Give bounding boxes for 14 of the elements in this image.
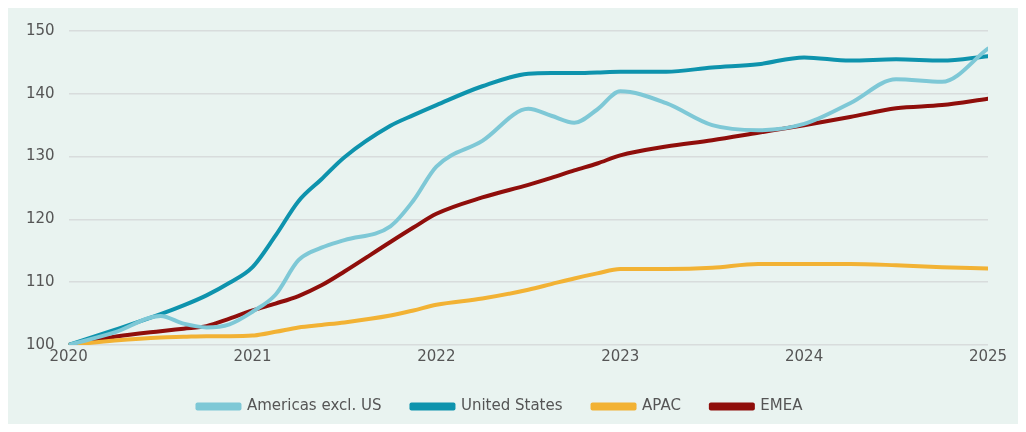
- legend-label: United States: [460, 396, 563, 415]
- x-tick-label: 2022: [417, 346, 456, 365]
- y-tick-label: 130: [25, 146, 55, 165]
- x-tick-label: 2021: [233, 346, 272, 365]
- y-tick-label: 110: [25, 272, 55, 291]
- legend-label: EMEA: [760, 396, 804, 415]
- legend-label: Americas excl. US: [246, 396, 382, 415]
- y-tick-label: 120: [25, 209, 55, 228]
- x-tick-label: 2024: [785, 346, 824, 365]
- x-tick-label: 2023: [601, 346, 640, 365]
- y-tick-label: 150: [25, 20, 55, 39]
- legend-label: APAC: [642, 396, 681, 415]
- y-tick-label: 140: [25, 83, 55, 102]
- x-tick-label: 2025: [968, 346, 1008, 365]
